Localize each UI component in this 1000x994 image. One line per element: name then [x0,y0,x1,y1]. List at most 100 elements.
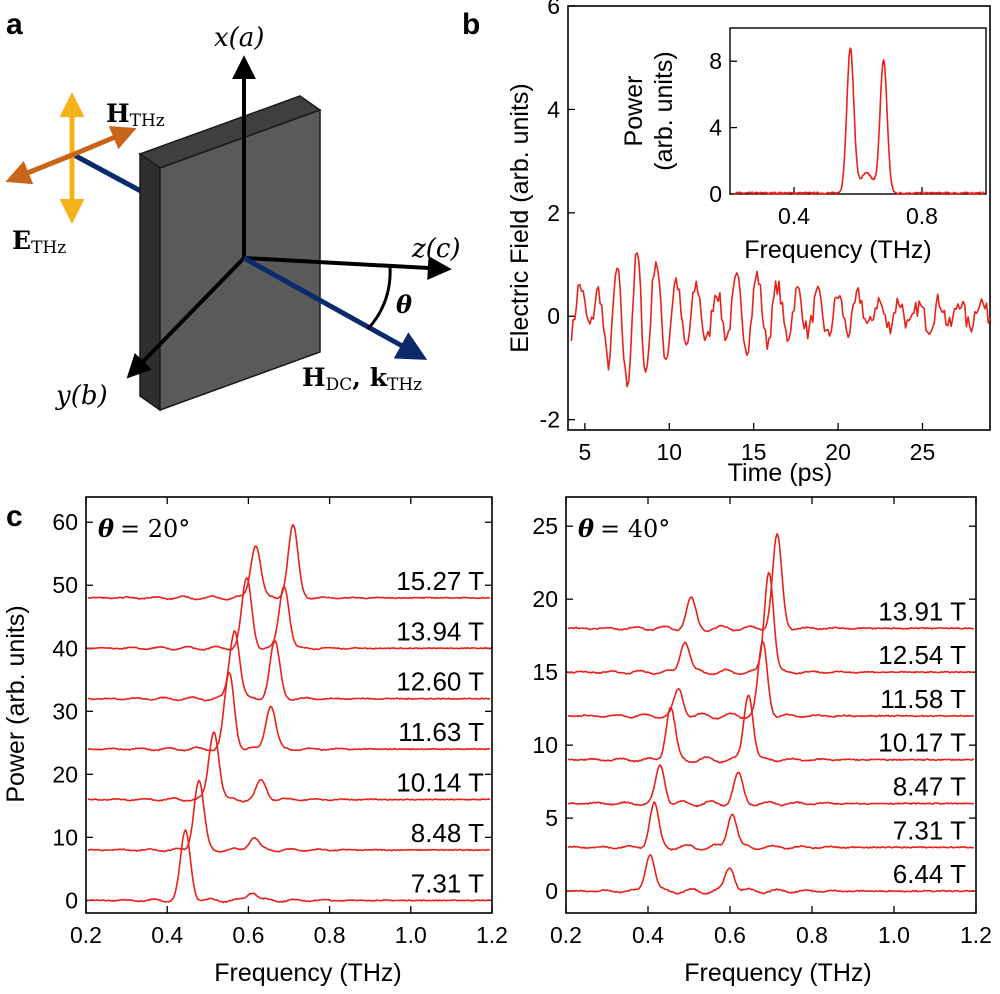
y-tick-label: 50 [52,572,78,598]
y-tick-label: 25 [532,513,558,539]
y-tick-label: 4 [547,96,560,122]
spectra-40deg-chart: 0 5 10 15 20 25 0.2 0.4 0.6 0.8 1.0 1.2 6.44 T 7.31… [532,496,992,987]
y-tick-label: 4 [709,115,722,141]
x-axis-label: x(a) [214,23,264,53]
inset-x-ticks: 0.4 0.8 [778,187,938,229]
e-thz-subscript: THz [31,238,66,258]
spectrum-trace [87,779,491,853]
spectrum-trace [87,829,491,904]
spectrum-trace [567,801,974,851]
spectra-40deg-theta: θ [578,514,594,543]
x-tick-label: 0.2 [70,922,102,948]
h-thz-symbol: H [106,99,130,128]
spectra-20deg-annotation: θ = 20° [98,514,190,543]
sample-side-face [139,152,161,412]
spectra-20deg-traces [87,523,491,904]
inset-y-ticks: 0 4 8 [709,48,737,207]
x-tick-label: 0.4 [151,922,183,948]
k-symbol: k [370,363,388,392]
x-tick-label: 0.8 [314,922,346,948]
field-label: 8.48 T [411,818,484,848]
y-tick-label: 20 [532,586,558,612]
e-thz-label: ETHz [12,226,66,258]
spectrum-trace [87,523,491,601]
time-domain-x-ticks: 5 10 15 20 25 [578,423,935,465]
spectra-20deg-xlabel: Frequency (THz) [214,959,402,987]
field-label: 7.31 T [411,868,484,898]
time-domain-xlabel: Time (ps) [728,459,833,487]
field-label: 11.58 T [880,684,966,714]
field-label: 10.14 T [396,768,484,798]
hdc-k-label: HDC, kTHz [302,363,422,395]
x-tick-label: 1.0 [878,922,910,948]
y-tick-label: 8 [709,48,722,74]
spectra-20deg-frame [85,496,493,914]
y-tick-label: 6 [547,0,560,19]
y-tick-label: 2 [547,200,560,226]
hdc-k-arrow [242,255,428,360]
field-label: 15.27 T [396,566,484,596]
y-tick-label: 0 [709,181,722,207]
spectra-20deg-field-labels: 7.31 T 8.48 T 10.14 T 11.63 T 12.60 T 13.94 T… [396,566,484,899]
panel-label-a: a [6,8,23,41]
time-domain-ylabel: Electric Field (arb. units) [506,83,534,353]
spectrum-trace [87,731,491,803]
panel-label-b: b [462,8,480,41]
x-tick-label: 0.6 [232,922,264,948]
inset-ylabel-line1: Power [620,76,648,147]
spectra-20deg-x-ticks: 0.2 0.4 0.6 0.8 1.0 1.2 [70,497,508,948]
field-label: 13.91 T [878,596,966,626]
spectra-40deg-field-labels: 6.44 T 7.31 T 8.47 T 10.17 T 11.58 T 12.54 T 1… [878,596,966,889]
x-tick-label: 1.2 [960,922,992,948]
x-tick-label: 10 [656,439,682,465]
spectra-40deg-angle: = 40° [600,515,670,543]
spectrum-trace [567,764,975,808]
field-label: 13.94 T [396,616,484,646]
field-label: 12.60 T [396,667,484,697]
x-tick-label: 0.8 [906,203,938,229]
h-thz-label: HTHz [106,99,165,131]
z-axis-label: z(c) [411,234,461,264]
spectra-40deg-x-ticks: 0.2 0.4 0.6 0.8 1.0 1.2 [550,497,992,948]
x-tick-label: 0.6 [714,922,746,948]
panel-label-c: c [6,500,23,533]
geometry-diagram: θ x(a) y(b) z(c) HTHz ETHz HDC, kTHz [5,23,461,412]
x-tick-label: 0.4 [632,922,664,948]
field-label: 12.54 T [878,640,966,670]
spectrum-trace [87,630,491,702]
spectra-40deg-y-ticks: 0 5 10 15 20 25 [532,513,976,904]
spectra-20deg-chart: 0 10 20 30 40 50 60 0.2 0.4 0.6 0.8 1.0 1.2 7.31 T 8… [2,496,508,987]
e-thz-symbol: E [12,226,31,255]
field-label: 7.31 T [893,815,966,845]
y-axis-label: y(b) [55,381,108,411]
h-thz-subscript: THz [130,111,165,131]
spectra-40deg-annotation: θ = 40° [578,514,670,543]
spectrum-trace [568,854,975,895]
field-label: 6.44 T [893,859,966,889]
spectrum-trace [567,640,975,720]
spectra-20deg-ylabel: Power (arb. units) [2,605,30,802]
x-tick-label: 0.2 [550,922,582,948]
y-tick-label: 5 [545,805,558,831]
x-tick-label: 1.0 [395,922,427,948]
spectrum-trace [87,672,491,752]
inset-ylabel-line2: (arb. units) [650,51,678,170]
x-tick-label: 25 [910,439,936,465]
x-tick-label: 5 [578,439,591,465]
h-field-arrow-right [71,126,137,158]
hdc-k-separator: , [352,363,369,392]
x-tick-label: 0.8 [796,922,828,948]
y-tick-label: 0 [545,878,558,904]
spectrum-trace [567,694,974,764]
y-tick-label: 30 [52,698,78,724]
theta-label: θ [396,290,412,319]
y-tick-label: 10 [52,824,78,850]
h-field-arrow-left [5,152,73,185]
field-label: 11.63 T [398,717,484,747]
x-tick-label: 15 [741,439,767,465]
spectra-20deg-theta: θ [98,514,114,543]
y-axis-arrow [126,256,246,379]
y-tick-label: 20 [52,761,78,787]
theta-arc [366,265,392,330]
